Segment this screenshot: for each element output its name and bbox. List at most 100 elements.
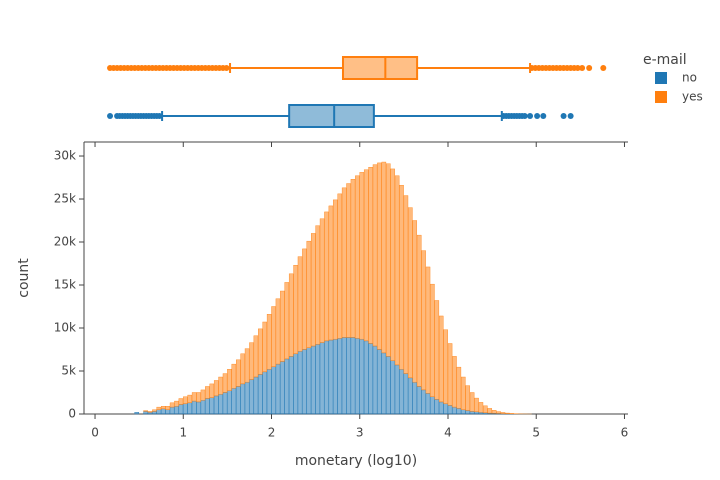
histogram-bar bbox=[394, 175, 400, 366]
histogram-bar bbox=[438, 315, 444, 403]
histogram-bar bbox=[368, 343, 373, 415]
legend-label[interactable]: yes bbox=[682, 90, 703, 104]
legend-label[interactable]: no bbox=[682, 71, 697, 85]
histogram-bar bbox=[355, 338, 360, 415]
histogram-bar bbox=[487, 408, 493, 414]
histogram-bar bbox=[315, 225, 320, 345]
histogram-bar bbox=[443, 403, 448, 415]
histogram-bar bbox=[288, 273, 294, 357]
histogram-bar bbox=[240, 353, 245, 385]
histogram-bar bbox=[363, 340, 369, 415]
histogram-bar bbox=[355, 175, 360, 339]
histogram-bar bbox=[191, 400, 197, 415]
histogram-bar bbox=[465, 410, 470, 415]
y-tick-label: 5k bbox=[61, 364, 76, 378]
histogram-bar bbox=[421, 250, 426, 391]
histogram-bar bbox=[350, 337, 356, 415]
histogram-bar bbox=[191, 392, 197, 402]
histogram-bar bbox=[183, 403, 188, 415]
histogram-bar bbox=[227, 390, 232, 415]
histogram-bar bbox=[408, 377, 413, 415]
histogram-bar bbox=[161, 406, 166, 410]
box-outlier bbox=[107, 113, 114, 119]
x-tick-label: 2 bbox=[268, 426, 276, 440]
y-tick-label: 25k bbox=[54, 192, 76, 206]
histogram-bar bbox=[244, 381, 250, 415]
histogram-bar bbox=[372, 164, 378, 347]
histogram-bar bbox=[377, 162, 382, 350]
histogram-bar bbox=[297, 351, 303, 415]
box-outlier bbox=[579, 65, 586, 71]
histogram-bar bbox=[262, 321, 267, 373]
histogram-bar bbox=[333, 338, 338, 415]
histogram-bar bbox=[430, 396, 435, 415]
histogram-bar bbox=[359, 338, 365, 415]
histogram-bar bbox=[196, 401, 201, 415]
histogram-bar bbox=[394, 364, 400, 415]
box-outlier bbox=[574, 65, 581, 71]
histogram-bar bbox=[474, 397, 479, 413]
histogram-bar bbox=[456, 408, 462, 415]
histogram-bar bbox=[319, 218, 325, 343]
histogram-bar bbox=[377, 349, 382, 415]
histogram-bar bbox=[461, 376, 466, 410]
histogram-bar bbox=[324, 340, 329, 415]
histogram-bar bbox=[209, 383, 215, 398]
histogram-bar bbox=[328, 339, 334, 415]
histogram-bar bbox=[244, 348, 250, 383]
box-outlier bbox=[534, 113, 541, 119]
histogram-bar bbox=[262, 371, 267, 415]
histogram-bar bbox=[165, 409, 170, 415]
histogram-bar bbox=[200, 389, 206, 401]
histogram-bar bbox=[461, 409, 466, 415]
histogram-bar bbox=[249, 379, 254, 415]
histogram-bar bbox=[315, 344, 320, 415]
legend-swatch[interactable] bbox=[655, 72, 667, 84]
y-tick-label: 20k bbox=[54, 235, 76, 249]
histogram-bar bbox=[399, 185, 404, 370]
x-tick-label: 5 bbox=[532, 426, 540, 440]
histogram-bar bbox=[500, 412, 506, 414]
histogram-bar bbox=[147, 411, 153, 413]
histogram-bar bbox=[222, 373, 228, 393]
histogram-bar bbox=[258, 374, 263, 415]
x-tick-label: 0 bbox=[91, 426, 99, 440]
histogram-bar bbox=[474, 411, 479, 415]
box-outlier bbox=[560, 113, 567, 119]
histogram-bar bbox=[496, 411, 501, 414]
histogram-bar bbox=[302, 349, 307, 415]
x-tick-label: 1 bbox=[179, 426, 187, 440]
histogram-bar bbox=[156, 406, 162, 410]
histogram-bar bbox=[447, 343, 453, 406]
histogram-bar bbox=[253, 335, 259, 378]
legend-swatch[interactable] bbox=[655, 91, 667, 103]
histogram-bar bbox=[505, 412, 510, 414]
y-tick-label: 30k bbox=[54, 149, 76, 163]
histogram-bar bbox=[213, 380, 219, 397]
histogram-bar bbox=[293, 353, 298, 415]
histogram-bar bbox=[341, 337, 347, 415]
histogram-bar bbox=[434, 300, 440, 400]
x-tick-label: 4 bbox=[444, 426, 452, 440]
histogram-bar bbox=[452, 356, 457, 408]
histogram-bar bbox=[293, 265, 298, 355]
histogram-bar bbox=[205, 398, 210, 415]
histogram-bar bbox=[324, 211, 329, 342]
legend-title: e-mail bbox=[643, 52, 687, 68]
histogram-bar bbox=[465, 385, 470, 411]
histogram-bar bbox=[200, 400, 206, 415]
histogram-bar bbox=[447, 405, 453, 415]
histogram-bar bbox=[403, 195, 409, 374]
histogram-bar bbox=[425, 266, 431, 394]
histogram-bar bbox=[346, 337, 351, 415]
histogram-bar bbox=[275, 363, 281, 415]
histogram-bar bbox=[306, 240, 312, 348]
histogram-bar bbox=[311, 345, 316, 415]
histogram-bar bbox=[341, 187, 347, 338]
histogram-bar bbox=[143, 410, 148, 412]
box-outlier bbox=[527, 113, 534, 119]
histogram-bar bbox=[174, 400, 179, 407]
y-tick-label: 0 bbox=[68, 407, 76, 421]
y-tick-label: 15k bbox=[54, 278, 76, 292]
histogram-bar bbox=[178, 398, 184, 405]
